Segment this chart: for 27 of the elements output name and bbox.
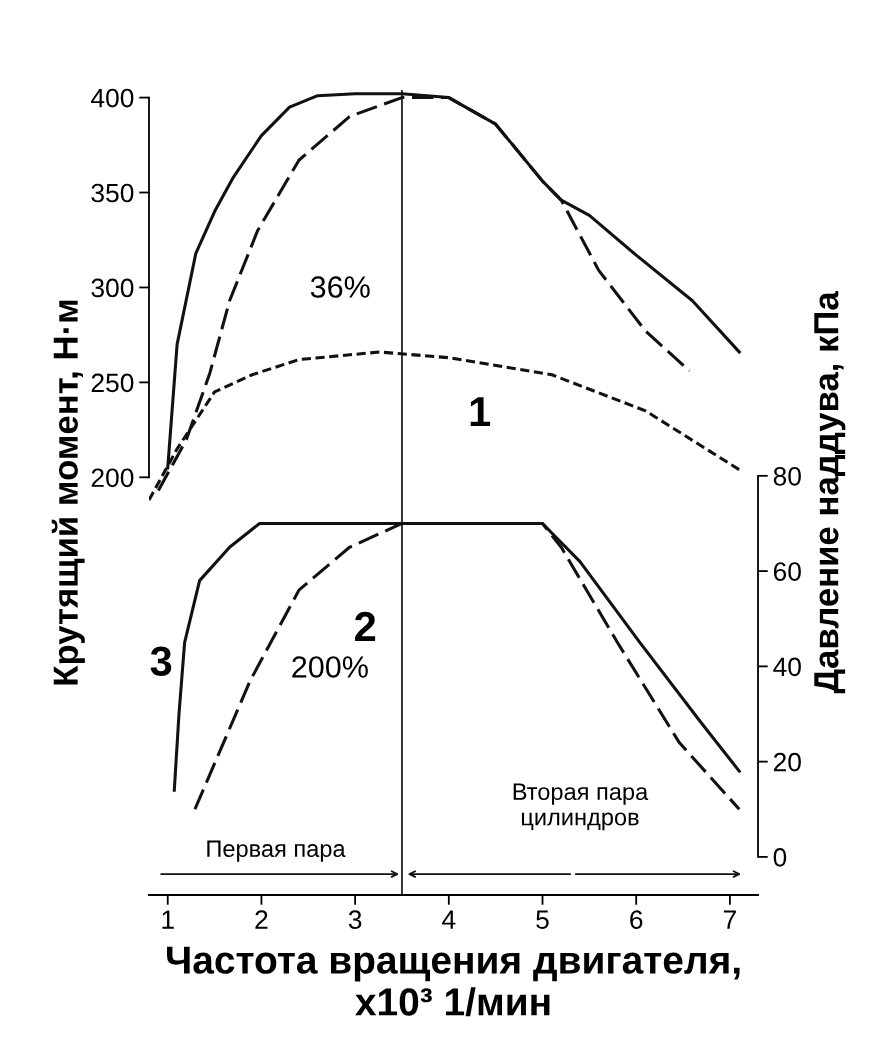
y2-tick-label: 0: [773, 848, 787, 867]
x-tick-label: 2: [255, 910, 268, 929]
annotation: 200%: [292, 656, 368, 678]
x-tick-label: 1: [162, 910, 174, 929]
y2-tick-label: 60: [773, 562, 801, 581]
annotation: 2: [355, 611, 376, 641]
annotation: Первая пара: [207, 840, 346, 862]
annotation: 3: [150, 646, 172, 677]
x-axis-title: Частота вращения двигателя, x10³ 1/мин: [167, 946, 740, 1017]
annotation: 1: [470, 397, 491, 426]
y-tick-label: 400: [91, 88, 134, 108]
y-tick-label: 250: [91, 373, 134, 393]
y2-tick-label: 20: [773, 752, 801, 772]
y-tick-label: 300: [91, 278, 134, 298]
annotation: 36%: [310, 276, 370, 298]
x-tick-label: 6: [630, 910, 643, 929]
y2-tick-label: 40: [773, 657, 801, 677]
y-axis-title: Крутящий момент, Н·м: [51, 300, 85, 685]
y2-tick-label: 80: [773, 466, 801, 486]
annotation: Вторая пара цилиндров: [513, 783, 649, 831]
y2-axis-title: Давление наддува, кПа: [814, 291, 846, 694]
x-tick-label: 7: [723, 910, 736, 929]
x-tick-label: 4: [442, 910, 456, 929]
y-tick-label: 350: [91, 183, 134, 203]
y-tick-label: 200: [91, 468, 134, 488]
x-tick-label: 5: [536, 910, 549, 929]
x-tick-label: 3: [348, 910, 362, 929]
